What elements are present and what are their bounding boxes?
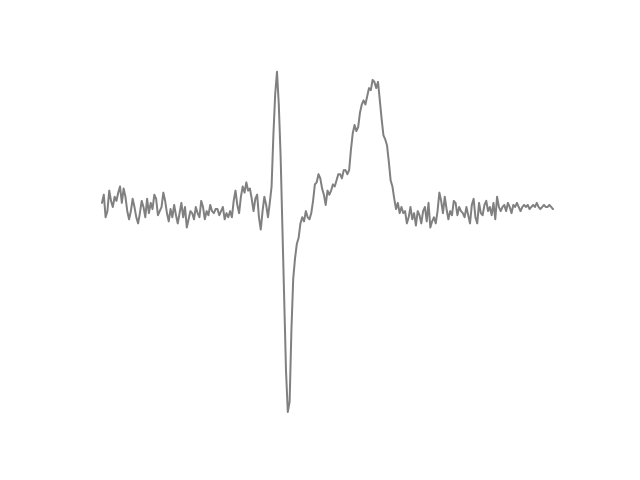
plot-area [101,70,554,413]
series-line-0 [101,70,554,413]
